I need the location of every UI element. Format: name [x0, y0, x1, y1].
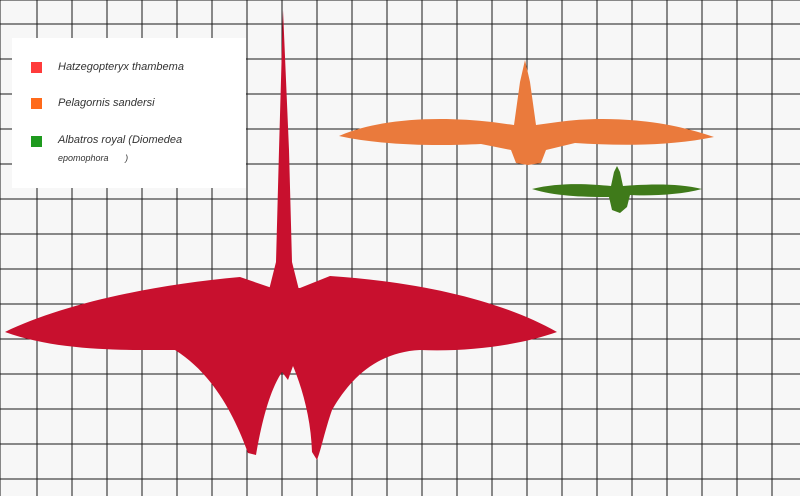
pterosaur-head-crest	[269, 10, 299, 290]
albatross-silhouette-icon	[532, 166, 702, 213]
legend-item-hatzegopteryx: Hatzegopteryx thambema	[12, 50, 246, 94]
legend-swatch-green	[31, 136, 42, 147]
hatzegopteryx-silhouette-icon	[5, 10, 557, 460]
legend-label: Pelagornis sandersi	[58, 97, 155, 109]
legend: Hatzegopteryx thambema Pelagornis sander…	[12, 38, 246, 188]
legend-swatch-orange	[31, 98, 42, 109]
legend-label-continued-end: )	[125, 153, 129, 163]
pelagornis-silhouette-icon	[339, 60, 714, 165]
pelagornis-body	[339, 60, 714, 165]
legend-label: Hatzegopteryx thambema	[58, 61, 184, 73]
albatross-body	[532, 166, 702, 213]
legend-swatch-red	[31, 62, 42, 73]
legend-label-continued-species: epomophora	[58, 153, 109, 163]
legend-label: Albatros royal (Diomedea	[58, 134, 183, 146]
legend-item-pelagornis: Pelagornis sandersi	[12, 86, 246, 130]
legend-label-continued: epomophora )	[58, 151, 128, 166]
pterosaur-wings	[5, 276, 557, 460]
legend-item-albatross: Albatros royal (Diomedea epomophora )	[12, 124, 246, 168]
